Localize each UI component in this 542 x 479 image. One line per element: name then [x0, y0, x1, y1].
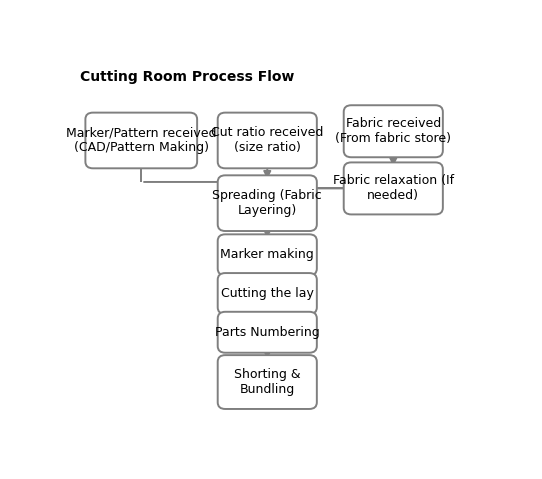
Text: Cut ratio received
(size ratio): Cut ratio received (size ratio)	[211, 126, 324, 154]
Text: Marker/Pattern received
(CAD/Pattern Making): Marker/Pattern received (CAD/Pattern Mak…	[66, 126, 216, 154]
FancyBboxPatch shape	[218, 234, 317, 275]
FancyBboxPatch shape	[218, 355, 317, 409]
FancyBboxPatch shape	[344, 105, 443, 157]
Text: Marker making: Marker making	[221, 248, 314, 262]
Text: Cutting Room Process Flow: Cutting Room Process Flow	[80, 70, 295, 84]
Text: Cutting the lay: Cutting the lay	[221, 287, 314, 300]
FancyBboxPatch shape	[218, 312, 317, 353]
FancyBboxPatch shape	[86, 113, 197, 168]
Text: Parts Numbering: Parts Numbering	[215, 326, 320, 339]
Text: Fabric received
(From fabric store): Fabric received (From fabric store)	[335, 117, 451, 145]
Text: Fabric relaxation (If
needed): Fabric relaxation (If needed)	[333, 174, 454, 203]
Text: Shorting &
Bundling: Shorting & Bundling	[234, 368, 301, 396]
FancyBboxPatch shape	[218, 273, 317, 314]
FancyBboxPatch shape	[218, 113, 317, 168]
FancyBboxPatch shape	[344, 162, 443, 215]
Text: Spreading (Fabric
Layering): Spreading (Fabric Layering)	[212, 189, 322, 217]
FancyBboxPatch shape	[218, 175, 317, 231]
